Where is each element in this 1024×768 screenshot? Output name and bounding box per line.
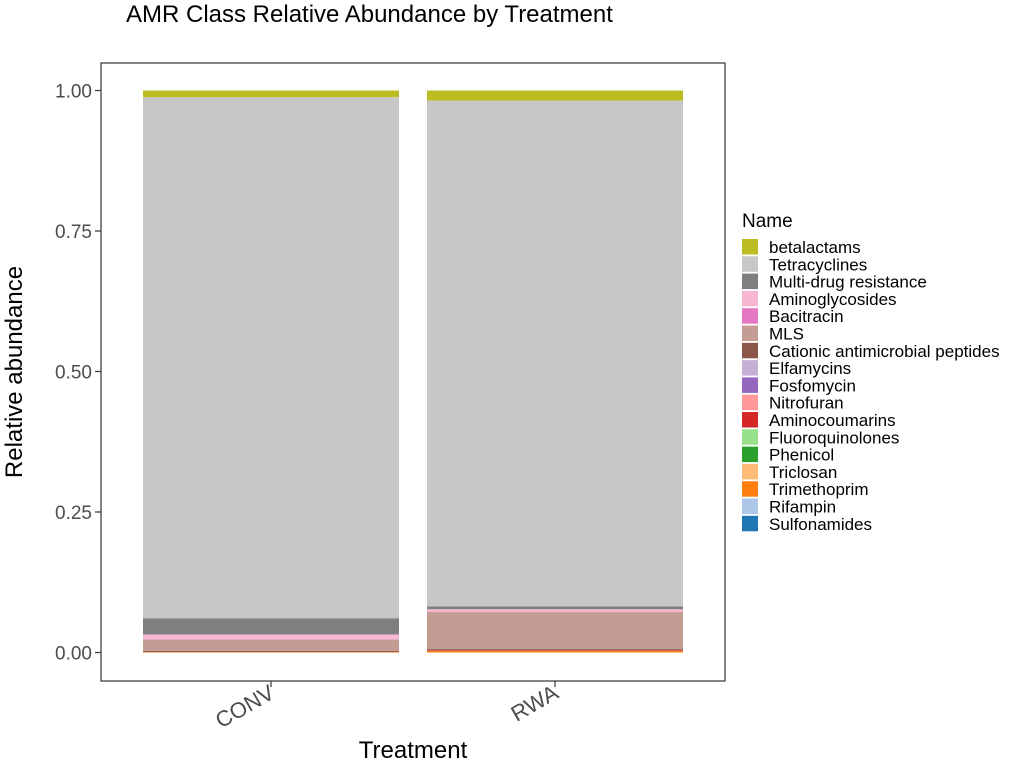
legend-label-betalactams: betalactams — [769, 238, 861, 257]
legend-swatch-tetracyclines — [742, 256, 758, 272]
bar-segment-rwa-tetracyclines — [427, 100, 683, 607]
legend-swatch-fosfomycin — [742, 377, 758, 393]
legend-swatch-sulfonamides — [742, 515, 758, 532]
legend-label-bacitracin: Bacitracin — [769, 307, 844, 326]
legend-title: Name — [742, 211, 793, 232]
bar-segment-rwa-aminocoumarins — [427, 650, 683, 651]
legend-label-tetracyclines: Tetracyclines — [769, 255, 867, 274]
x-tick-label-conv: CONV — [211, 680, 279, 734]
legend-label-cationic-antimicrobial-peptides: Cationic antimicrobial peptides — [769, 342, 1000, 361]
legend-label-multi-drug-resistance: Multi-drug resistance — [769, 273, 927, 292]
bar-segment-conv-multi-drug-resistance — [143, 618, 399, 635]
y-tick-label: 1.00 — [55, 82, 92, 103]
legend-label-fosfomycin: Fosfomycin — [769, 376, 856, 395]
legend-label-mls: MLS — [769, 325, 804, 344]
legend-swatch-phenicol — [742, 446, 758, 463]
legend-label-trimethoprim: Trimethoprim — [769, 480, 869, 499]
bar-segment-conv-mls — [143, 639, 399, 651]
y-tick-label: 0.00 — [55, 644, 92, 665]
bar-segment-rwa-betalactams — [427, 90, 683, 101]
chart-title: AMR Class Relative Abundance by Treatmen… — [126, 1, 613, 28]
legend-swatch-betalactams — [742, 239, 758, 255]
legend-swatch-fluoroquinolones — [742, 429, 758, 445]
bar-segment-conv-tetracyclines — [143, 97, 399, 619]
legend-label-aminocoumarins: Aminocoumarins — [769, 411, 896, 430]
y-axis: 0.00 0.25 0.50 0.75 1.00 — [55, 82, 101, 665]
legend-swatch-mls — [742, 325, 758, 341]
legend-swatch-rifampin — [742, 498, 758, 514]
legend-label-rifampin: Rifampin — [769, 498, 836, 517]
legend-label-aminoglycosides: Aminoglycosides — [769, 290, 897, 309]
bars-group — [143, 90, 683, 653]
legend-swatch-multi-drug-resistance — [742, 273, 758, 290]
bar-segment-conv-trimethoprim — [143, 651, 399, 653]
legend-label-nitrofuran: Nitrofuran — [769, 394, 844, 413]
bar-segment-conv-betalactams — [143, 90, 399, 98]
legend-label-sulfonamides: Sulfonamides — [769, 515, 872, 534]
bar-segment-rwa-mls — [427, 612, 683, 650]
x-axis: CONV RWA — [211, 680, 563, 734]
legend-swatch-aminoglycosides — [742, 290, 758, 307]
legend-swatch-bacitracin — [742, 308, 758, 324]
bar-segment-rwa-multi-drug-resistance — [427, 606, 683, 610]
legend-swatch-trimethoprim — [742, 481, 758, 497]
y-axis-title: Relative abundance — [1, 266, 28, 478]
bar-segment-conv-cationic-antimicrobial-peptides — [143, 650, 399, 652]
y-tick-label: 0.50 — [55, 363, 92, 384]
legend-swatch-triclosan — [742, 463, 758, 480]
bar-segment-rwa-aminoglycosides — [427, 609, 683, 613]
x-tick-label-rwa: RWA — [507, 680, 563, 727]
x-axis-title: Treatment — [359, 737, 468, 764]
legend-swatch-aminocoumarins — [742, 412, 758, 428]
bar-segment-rwa-trimethoprim — [427, 650, 683, 653]
legend-swatch-elfamycins — [742, 360, 758, 376]
y-tick-label: 0.25 — [55, 503, 92, 524]
bar-segment-rwa-cationic-antimicrobial-peptides — [427, 649, 683, 651]
y-tick-label: 0.75 — [55, 222, 92, 243]
legend-swatch-nitrofuran — [742, 394, 758, 411]
legend-swatch-cationic-antimicrobial-peptides — [742, 342, 758, 359]
legend-label-fluoroquinolones: Fluoroquinolones — [769, 428, 899, 447]
legend-label-phenicol: Phenicol — [769, 446, 834, 465]
bar-segment-conv-aminoglycosides — [143, 634, 399, 640]
legend-label-elfamycins: Elfamycins — [769, 359, 851, 378]
legend-label-triclosan: Triclosan — [769, 463, 837, 482]
